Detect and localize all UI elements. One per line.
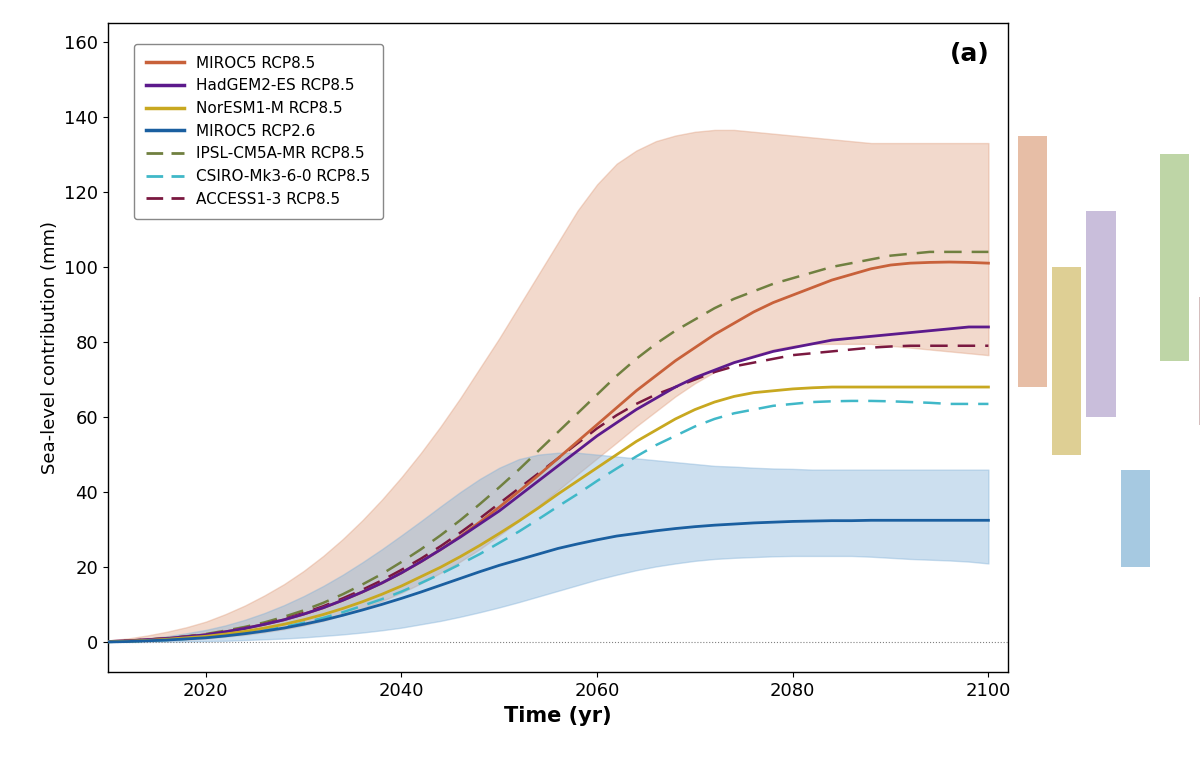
Bar (1159, 154, 1189, 361)
X-axis label: Time (yr): Time (yr) (504, 706, 612, 726)
Bar (1199, 297, 1200, 425)
Bar (1018, 135, 1048, 387)
Text: (a): (a) (949, 42, 989, 66)
Bar (1086, 211, 1116, 417)
Bar (1121, 470, 1150, 567)
Y-axis label: Sea-level contribution (mm): Sea-level contribution (mm) (41, 221, 59, 474)
Bar (1052, 267, 1081, 455)
Legend: MIROC5 RCP8.5, HadGEM2-ES RCP8.5, NorESM1-M RCP8.5, MIROC5 RCP2.6, IPSL-CM5A-MR : MIROC5 RCP8.5, HadGEM2-ES RCP8.5, NorESM… (133, 44, 383, 219)
